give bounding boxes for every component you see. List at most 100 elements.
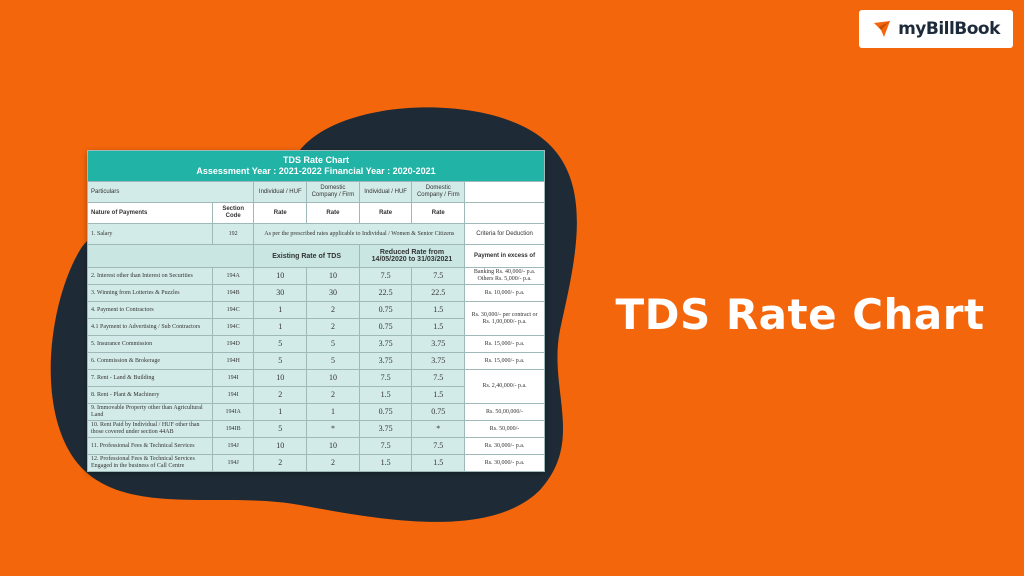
table-cell: 7.5 <box>411 267 466 285</box>
table-cell: Banking Rs. 40,000/- p.a. Others Rs. 5,0… <box>464 267 545 285</box>
table-cell: Rate <box>306 202 360 224</box>
table-row: Particulars Individual / HUF Domestic Comp… <box>86 181 545 203</box>
table-cell: Rs. 30,000/- per contract or Rs. 1,00,00… <box>464 301 545 336</box>
table-cell: Domestic Company / Firm <box>411 181 466 203</box>
table-cell: 7. Rent - Land & Building <box>87 369 213 387</box>
table-cell: 194B <box>211 284 255 302</box>
table-cell: Particulars <box>86 181 255 203</box>
table-cell: 194J <box>211 454 255 472</box>
table-cell: Criteria for Deduction <box>464 223 545 245</box>
table-cell: 2 <box>306 386 360 404</box>
table-cell: 6. Commission & Brokerage <box>87 352 213 370</box>
table-title: TDS Rate Chart <box>282 154 349 165</box>
table-cell: * <box>306 420 360 438</box>
logo-icon <box>874 21 891 37</box>
table-cell: Rate <box>253 202 308 224</box>
table-cell: 10 <box>253 267 308 285</box>
table-row: 10. Rent Paid by Individual / HUF other … <box>87 420 545 438</box>
table-cell: 1.5 <box>411 386 466 404</box>
table-cell: 2 <box>306 301 360 319</box>
table-cell: 194D <box>211 335 255 353</box>
table-row: 4. Payment to Contractors 194C 1 2 0.75 1.5 Rs… <box>87 301 545 336</box>
table-cell: Rs. 10,000/- p.a. <box>464 284 545 302</box>
table-row: 1. Salary 192 As per the prescribed rates … <box>87 223 545 245</box>
table-cell: 192 <box>211 223 255 245</box>
table-cell: 1 <box>306 403 360 421</box>
table-cell: 4. Payment to Contractors <box>87 301 213 319</box>
table-row: 9. Immovable Property other than Agricul… <box>87 403 545 421</box>
table-cell: 194IA <box>211 403 255 421</box>
table-cell: 3.75 <box>358 352 413 370</box>
table-cell: 10 <box>306 369 360 387</box>
table-cell: 3. Winning from Lotteries & Puzzles <box>87 284 213 302</box>
table-cell: 11. Professional Fees & Technical Servic… <box>87 437 213 455</box>
table-row: 4.1 Payment to Advertising / Sub Contrac… <box>87 318 545 336</box>
table-cell: 10. Rent Paid by Individual / HUF other … <box>87 420 213 438</box>
table-cell: Payment in excess of <box>464 244 545 268</box>
table-cell: 1 <box>253 301 308 319</box>
table-cell: Individual / HUF <box>358 181 413 203</box>
table-cell: 3.75 <box>411 352 466 370</box>
table-cell: 1.5 <box>358 386 413 404</box>
table-cell: 0.75 <box>411 403 466 421</box>
table-cell: Reduced Rate from 14/05/2020 to 31/03/20… <box>358 244 466 268</box>
table-row: Nature of Payments Section Code Rate Rate Ra… <box>87 202 545 224</box>
table-cell: Rs. 50,000/- <box>464 420 545 438</box>
table-cell: 30 <box>306 284 360 302</box>
heading: TDS Rate Chart <box>615 290 985 339</box>
table-cell: TDS Rate Chart Assessment Year : 2021-202… <box>87 150 545 182</box>
table-cell: 30 <box>253 284 308 302</box>
table-row: 5. Insurance Commission 194D 5 5 3.75 3.75 Rs.… <box>87 335 545 353</box>
table-cell: 1.5 <box>411 318 466 336</box>
table-cell: 194A <box>211 267 255 285</box>
table-cell: 2 <box>306 318 360 336</box>
table-cell: Rs. 50,00,000/- <box>464 403 545 421</box>
table-cell: Section Code <box>211 202 255 224</box>
table-cell: Nature of Payments <box>87 202 213 224</box>
table-cell: 7.5 <box>411 437 466 455</box>
table-cell: 4.1 Payment to Advertising / Sub Contrac… <box>87 318 213 336</box>
table-row: 11. Professional Fees & Technical Servic… <box>87 437 545 455</box>
table-row: TDS Rate Chart Assessment Year : 2021-202… <box>87 150 545 182</box>
table-cell: 10 <box>253 437 308 455</box>
table-row: 2. Interest other than Interest on Secur… <box>87 267 545 285</box>
table-row: 3. Winning from Lotteries & Puzzles 194B 3… <box>87 284 545 302</box>
table-cell: 7.5 <box>358 369 413 387</box>
table-cell: 10 <box>306 437 360 455</box>
table-cell: Rate <box>411 202 466 224</box>
table-cell: 2. Interest other than Interest on Secur… <box>87 267 213 285</box>
table-cell: 0.75 <box>358 318 413 336</box>
table-cell: 194IB <box>211 420 255 438</box>
table-cell: 22.5 <box>411 284 466 302</box>
logo: myBillBook <box>859 10 1013 48</box>
table-cell: Individual / HUF <box>253 181 308 203</box>
table-cell: 7.5 <box>358 437 413 455</box>
table-cell: 194H <box>211 352 255 370</box>
table-cell <box>464 181 545 203</box>
table-cell: 1.5 <box>358 454 413 472</box>
table-cell: Rs. 30,000/- p.a. <box>464 454 545 472</box>
table-row: 7. Rent - Land & Building 194I 10 10 7.5 7.5 R… <box>87 369 545 404</box>
table-cell <box>464 202 545 224</box>
table-cell: 5. Insurance Commission <box>87 335 213 353</box>
table-cell: 7.5 <box>358 267 413 285</box>
table-cell: * <box>411 420 466 438</box>
table-cell: 5 <box>253 335 308 353</box>
table-cell: 12. Professional Fees & Technical Servic… <box>87 454 213 472</box>
table-cell: Existing Rate of TDS <box>253 244 360 268</box>
table-cell: 1 <box>253 318 308 336</box>
table-cell: 194C <box>211 301 255 319</box>
table-cell: 3.75 <box>358 335 413 353</box>
table-cell: 7.5 <box>411 369 466 387</box>
table-cell: 5 <box>306 335 360 353</box>
table-cell: Rate <box>358 202 413 224</box>
table-cell: 1 <box>253 403 308 421</box>
table-cell: 0.75 <box>358 301 413 319</box>
table-cell: 194C <box>211 318 255 336</box>
table-cell: 10 <box>306 267 360 285</box>
table-cell: 5 <box>253 352 308 370</box>
table-row: Existing Rate of TDS Reduced Rate from 14… <box>86 244 545 268</box>
table-cell: 10 <box>253 369 308 387</box>
table-cell: 22.5 <box>358 284 413 302</box>
